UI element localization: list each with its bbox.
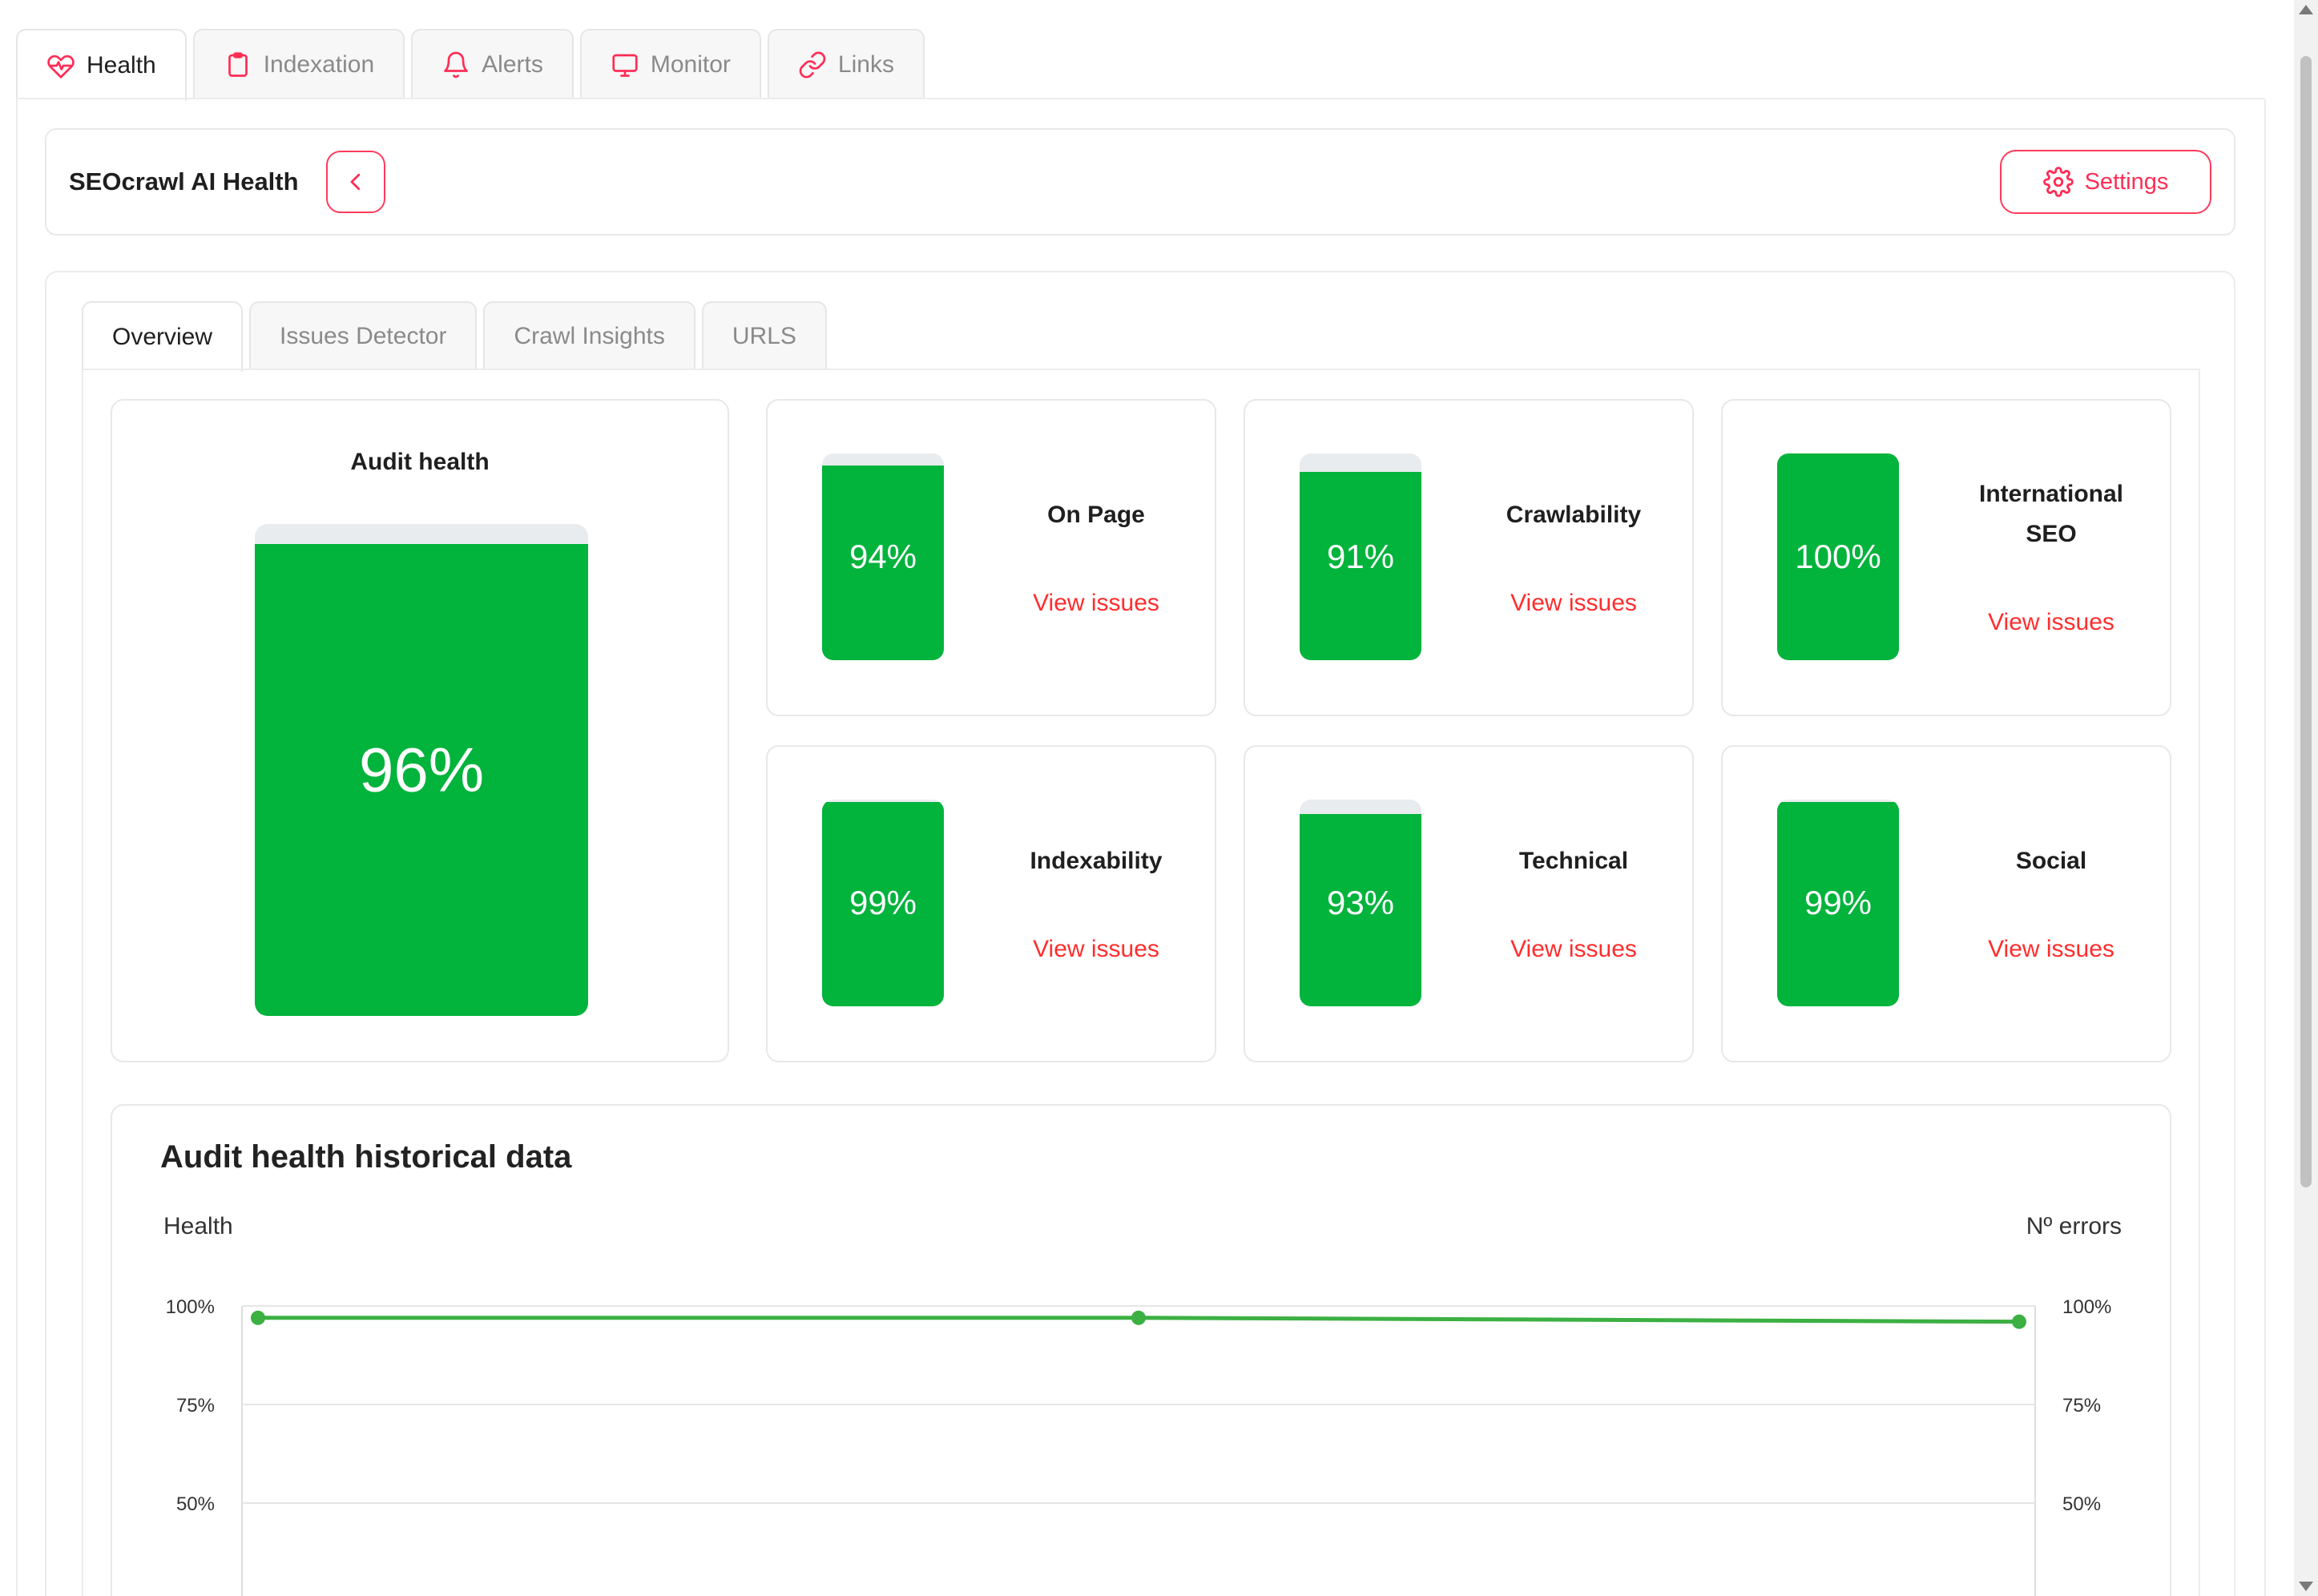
data-point[interactable]	[2012, 1314, 2026, 1329]
tab-alerts[interactable]: Alerts	[411, 29, 574, 99]
bell-icon	[444, 51, 469, 79]
metric-gauge: 99%	[1777, 800, 1899, 1006]
scrollbar-thumb[interactable]	[2300, 56, 2312, 1187]
tab-crawl-insights[interactable]: Crawl Insights	[483, 301, 695, 370]
view-issues-link[interactable]: View issues	[1510, 936, 1637, 962]
tab-label: Alerts	[482, 51, 543, 78]
left-axis-title: Health	[163, 1213, 233, 1239]
clipboard-icon	[228, 52, 248, 77]
page-title: SEOcrawl AI Health	[69, 167, 299, 195]
view-issues-link[interactable]: View issues	[1033, 590, 1159, 616]
audit-health-fill	[255, 543, 588, 1016]
metric-percent: 91%	[1326, 538, 1395, 575]
y-tick-label: 75%	[176, 1395, 215, 1417]
metric-card-indexability: 99% Indexability View issues	[766, 745, 1216, 1062]
y2-tick-label: 100%	[2062, 1296, 2111, 1318]
metric-gauge: 100%	[1777, 453, 1899, 660]
tab-issues-detector[interactable]: Issues Detector	[249, 301, 478, 370]
y2-tick-label: 75%	[2062, 1395, 2101, 1417]
metric-card-social: 99% Social View issues	[1721, 745, 2171, 1062]
chevron-left-icon	[350, 173, 360, 191]
metric-gauge: 93%	[1300, 800, 1421, 1006]
metric-name: Crawlability	[1506, 502, 1642, 528]
heart-pulse-icon	[47, 54, 75, 79]
tab-label: Indexation	[263, 51, 375, 78]
metric-name: Social	[2015, 848, 2087, 874]
top-tabs: Health Indexation Alerts Monitor	[16, 29, 925, 101]
health-header: SEOcrawl AI Health Settings	[45, 128, 2235, 236]
tab-links[interactable]: Links	[767, 29, 925, 99]
content-card	[45, 271, 2235, 1596]
tab-label: Links	[837, 51, 894, 78]
tab-indexation[interactable]: Indexation	[192, 29, 405, 99]
metric-name: International SEO	[1978, 481, 2123, 547]
metric-gauge: 99%	[822, 800, 944, 1006]
right-axis-title: Nº errors	[2026, 1213, 2122, 1239]
metric-card-technical: 93% Technical View issues	[1244, 745, 1694, 1062]
metric-percent: 93%	[1326, 884, 1395, 921]
y2-tick-label: 50%	[2062, 1493, 2101, 1515]
tab-urls[interactable]: URLS	[701, 301, 827, 370]
metric-name: Technical	[1518, 848, 1629, 874]
tab-label: Monitor	[650, 51, 731, 78]
y-tick-label: 50%	[176, 1493, 215, 1515]
metric-gauge: 91%	[1300, 453, 1421, 660]
metric-fill	[1777, 453, 1899, 660]
metric-gauge: 94%	[822, 453, 944, 660]
metric-name: On Page	[1047, 502, 1145, 528]
metric-fill	[822, 801, 944, 1006]
y-tick-label: 100%	[166, 1296, 215, 1318]
sub-tabs: Overview Issues Detector Crawl Insights …	[82, 301, 827, 372]
metric-percent: 100%	[1795, 538, 1881, 575]
gear-icon	[2042, 167, 2074, 197]
settings-button[interactable]: Settings	[2000, 150, 2211, 214]
metric-name: Indexability	[1030, 848, 1163, 874]
tab-health[interactable]: Health	[16, 29, 187, 101]
audit-health-title: Audit health	[350, 449, 490, 475]
overview-panel	[82, 369, 2200, 1596]
page-scrollbar[interactable]	[2294, 0, 2318, 1596]
audit-health-gauge: 96%	[255, 524, 588, 1016]
monitor-icon	[612, 54, 638, 77]
metric-fill	[1300, 472, 1421, 660]
tab-overview[interactable]: Overview	[82, 301, 244, 372]
view-issues-link[interactable]: View issues	[1510, 590, 1637, 616]
history-card: Audit health historical data Health Nº e…	[111, 1104, 2171, 1596]
metric-percent: 94%	[849, 538, 917, 575]
tab-monitor[interactable]: Monitor	[579, 29, 761, 99]
scroll-up-arrow-icon[interactable]	[2299, 5, 2313, 14]
settings-label: Settings	[2084, 168, 2169, 195]
view-issues-link[interactable]: View issues	[1033, 936, 1159, 962]
tab-label: Health	[87, 52, 156, 79]
data-point[interactable]	[251, 1310, 265, 1325]
back-button[interactable]	[325, 151, 385, 213]
metric-percent: 99%	[1804, 884, 1873, 921]
metric-card-crawlability: 91% Crawlability View issues	[1244, 399, 1694, 716]
view-issues-link[interactable]: View issues	[1988, 609, 2114, 635]
link-icon	[799, 51, 826, 79]
history-title: Audit health historical data	[160, 1139, 572, 1175]
history-chart: 100% 100% 75% 75% 50% 50%	[166, 1296, 2111, 1596]
metric-fill	[822, 466, 944, 660]
tab-panel	[16, 98, 2266, 1596]
metric-card-international-seo: 100% International SEO View issues	[1721, 399, 2171, 716]
metric-card-on-page: 94% On Page View issues	[766, 399, 1216, 716]
audit-health-percent: 96%	[358, 734, 485, 805]
metric-percent: 99%	[849, 884, 917, 921]
audit-health-card: Audit health 96%	[111, 399, 729, 1062]
data-point[interactable]	[1131, 1310, 1146, 1325]
view-issues-link[interactable]: View issues	[1988, 936, 2114, 962]
metric-fill	[1300, 814, 1421, 1006]
scroll-down-arrow-icon[interactable]	[2299, 1582, 2313, 1591]
metric-fill	[1777, 801, 1899, 1006]
